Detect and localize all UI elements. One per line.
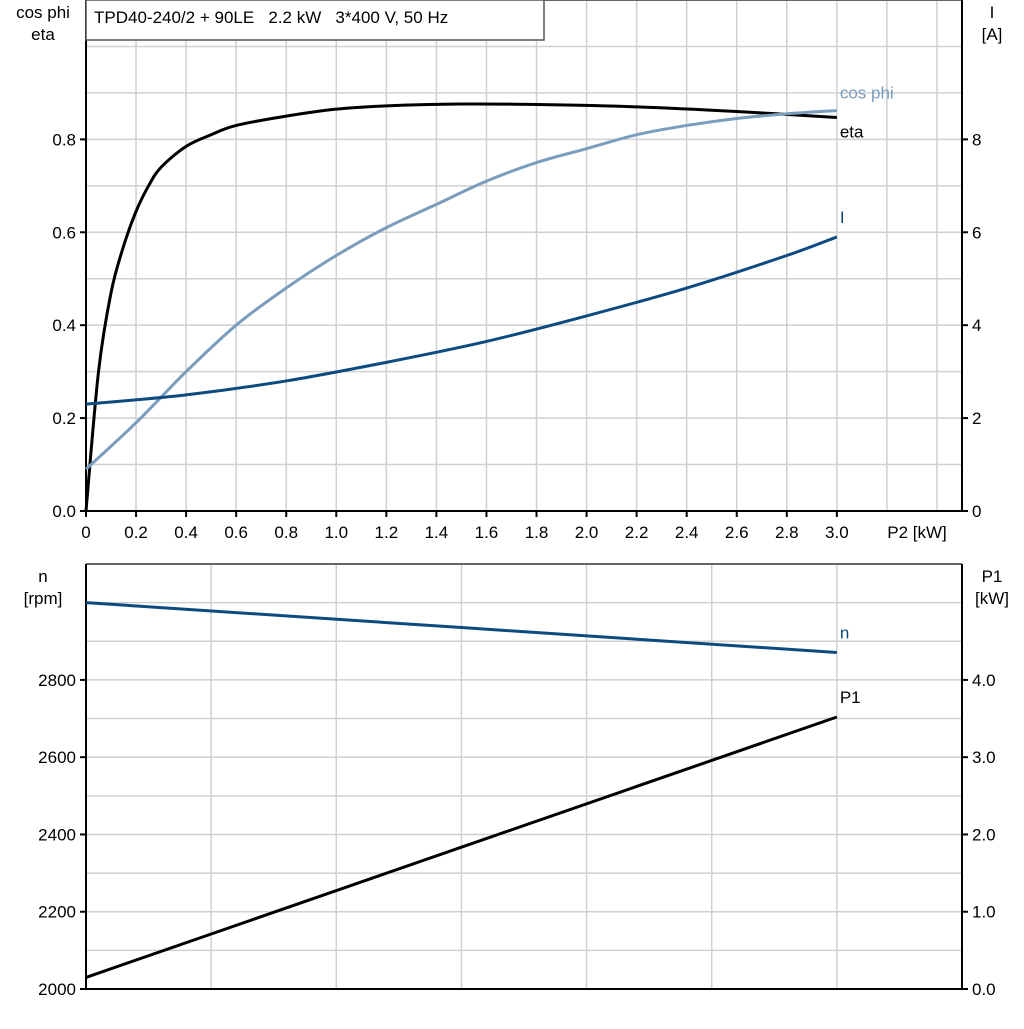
y-right-tick-label: 4	[972, 316, 981, 335]
y-right-tick-label: 2.0	[972, 825, 996, 844]
y-right-tick-label: 3.0	[972, 748, 996, 767]
series-line-i	[85, 235, 838, 406]
series-label-n: n	[840, 623, 849, 642]
x-tick-label: 1.4	[425, 523, 449, 542]
y-right-axis-label: I	[990, 3, 995, 22]
series-label-cos-phi: cos phi	[840, 84, 894, 103]
y-left-tick-label: 0.6	[52, 223, 76, 242]
y-left-tick-label: 2800	[38, 671, 76, 690]
y-right-tick-label: 8	[972, 130, 981, 149]
y-left-tick-label: 2400	[38, 825, 76, 844]
x-tick-label: 2.6	[725, 523, 749, 542]
y-right-tick-label: 4.0	[972, 671, 996, 690]
series-label-i: I	[840, 208, 845, 227]
x-tick-label: 2.4	[675, 523, 699, 542]
x-tick-label: 0.2	[124, 523, 148, 542]
y-left-tick-label: 2000	[38, 980, 76, 999]
x-tick-label: 2.0	[575, 523, 599, 542]
y-right-tick-label: 0	[972, 502, 981, 521]
x-tick-label: 2.8	[775, 523, 799, 542]
y-left-tick-label: 0.8	[52, 130, 76, 149]
x-tick-label: 0.6	[224, 523, 248, 542]
y-left-axis-label: [rpm]	[24, 589, 63, 608]
x-tick-label: 3.0	[825, 523, 849, 542]
y-left-axis-label: eta	[31, 25, 55, 44]
y-right-tick-label: 0.0	[972, 980, 996, 999]
y-right-axis-label: [kW]	[975, 589, 1009, 608]
y-left-tick-label: 0.0	[52, 502, 76, 521]
x-tick-label: 0.4	[174, 523, 198, 542]
x-tick-label: 1.0	[324, 523, 348, 542]
y-left-tick-label: 2600	[38, 748, 76, 767]
y-right-tick-label: 6	[972, 223, 981, 242]
x-axis-label: P2 [kW]	[887, 523, 947, 542]
title-box	[85, 0, 545, 41]
y-left-tick-label: 2200	[38, 903, 76, 922]
y-left-tick-label: 0.2	[52, 409, 76, 428]
top-chart: 0.0 0.2 0.4 0.6 0.8 0 2 4 6 8 0 0.2 0.4 0.6 0.8 1.0 1.2 1…	[16, 0, 1002, 542]
x-tick-label: 1.2	[375, 523, 399, 542]
series-line-n	[85, 601, 837, 654]
y-right-tick-label: 2	[972, 409, 981, 428]
bottom-chart: 2000 2200 2400 2600 2800 0.0 1.0 2.0 3.0 4.0 n [rpm…	[24, 563, 1009, 999]
y-right-tick-label: 1.0	[972, 903, 996, 922]
series-label-eta: eta	[840, 123, 864, 142]
x-tick-label: 1.8	[525, 523, 549, 542]
x-tick-label: 1.6	[475, 523, 499, 542]
x-tick-label: 0	[81, 523, 90, 542]
series-line-p1	[85, 715, 838, 979]
y-right-axis-label: [A]	[982, 25, 1003, 44]
y-right-axis-label: P1	[982, 567, 1003, 586]
y-left-tick-label: 0.4	[52, 316, 76, 335]
x-tick-label: 0.8	[274, 523, 298, 542]
x-tick-label: 2.2	[625, 523, 649, 542]
series-line-eta	[84, 102, 837, 512]
series-label-p1: P1	[840, 688, 861, 707]
y-left-axis-label: n	[38, 567, 47, 586]
series-line-cos-phi	[84, 109, 837, 471]
chart-title: TPD40-240/2 + 90LE 2.2 kW 3*400 V, 50 Hz	[94, 8, 448, 27]
y-left-axis-label: cos phi	[16, 3, 70, 22]
